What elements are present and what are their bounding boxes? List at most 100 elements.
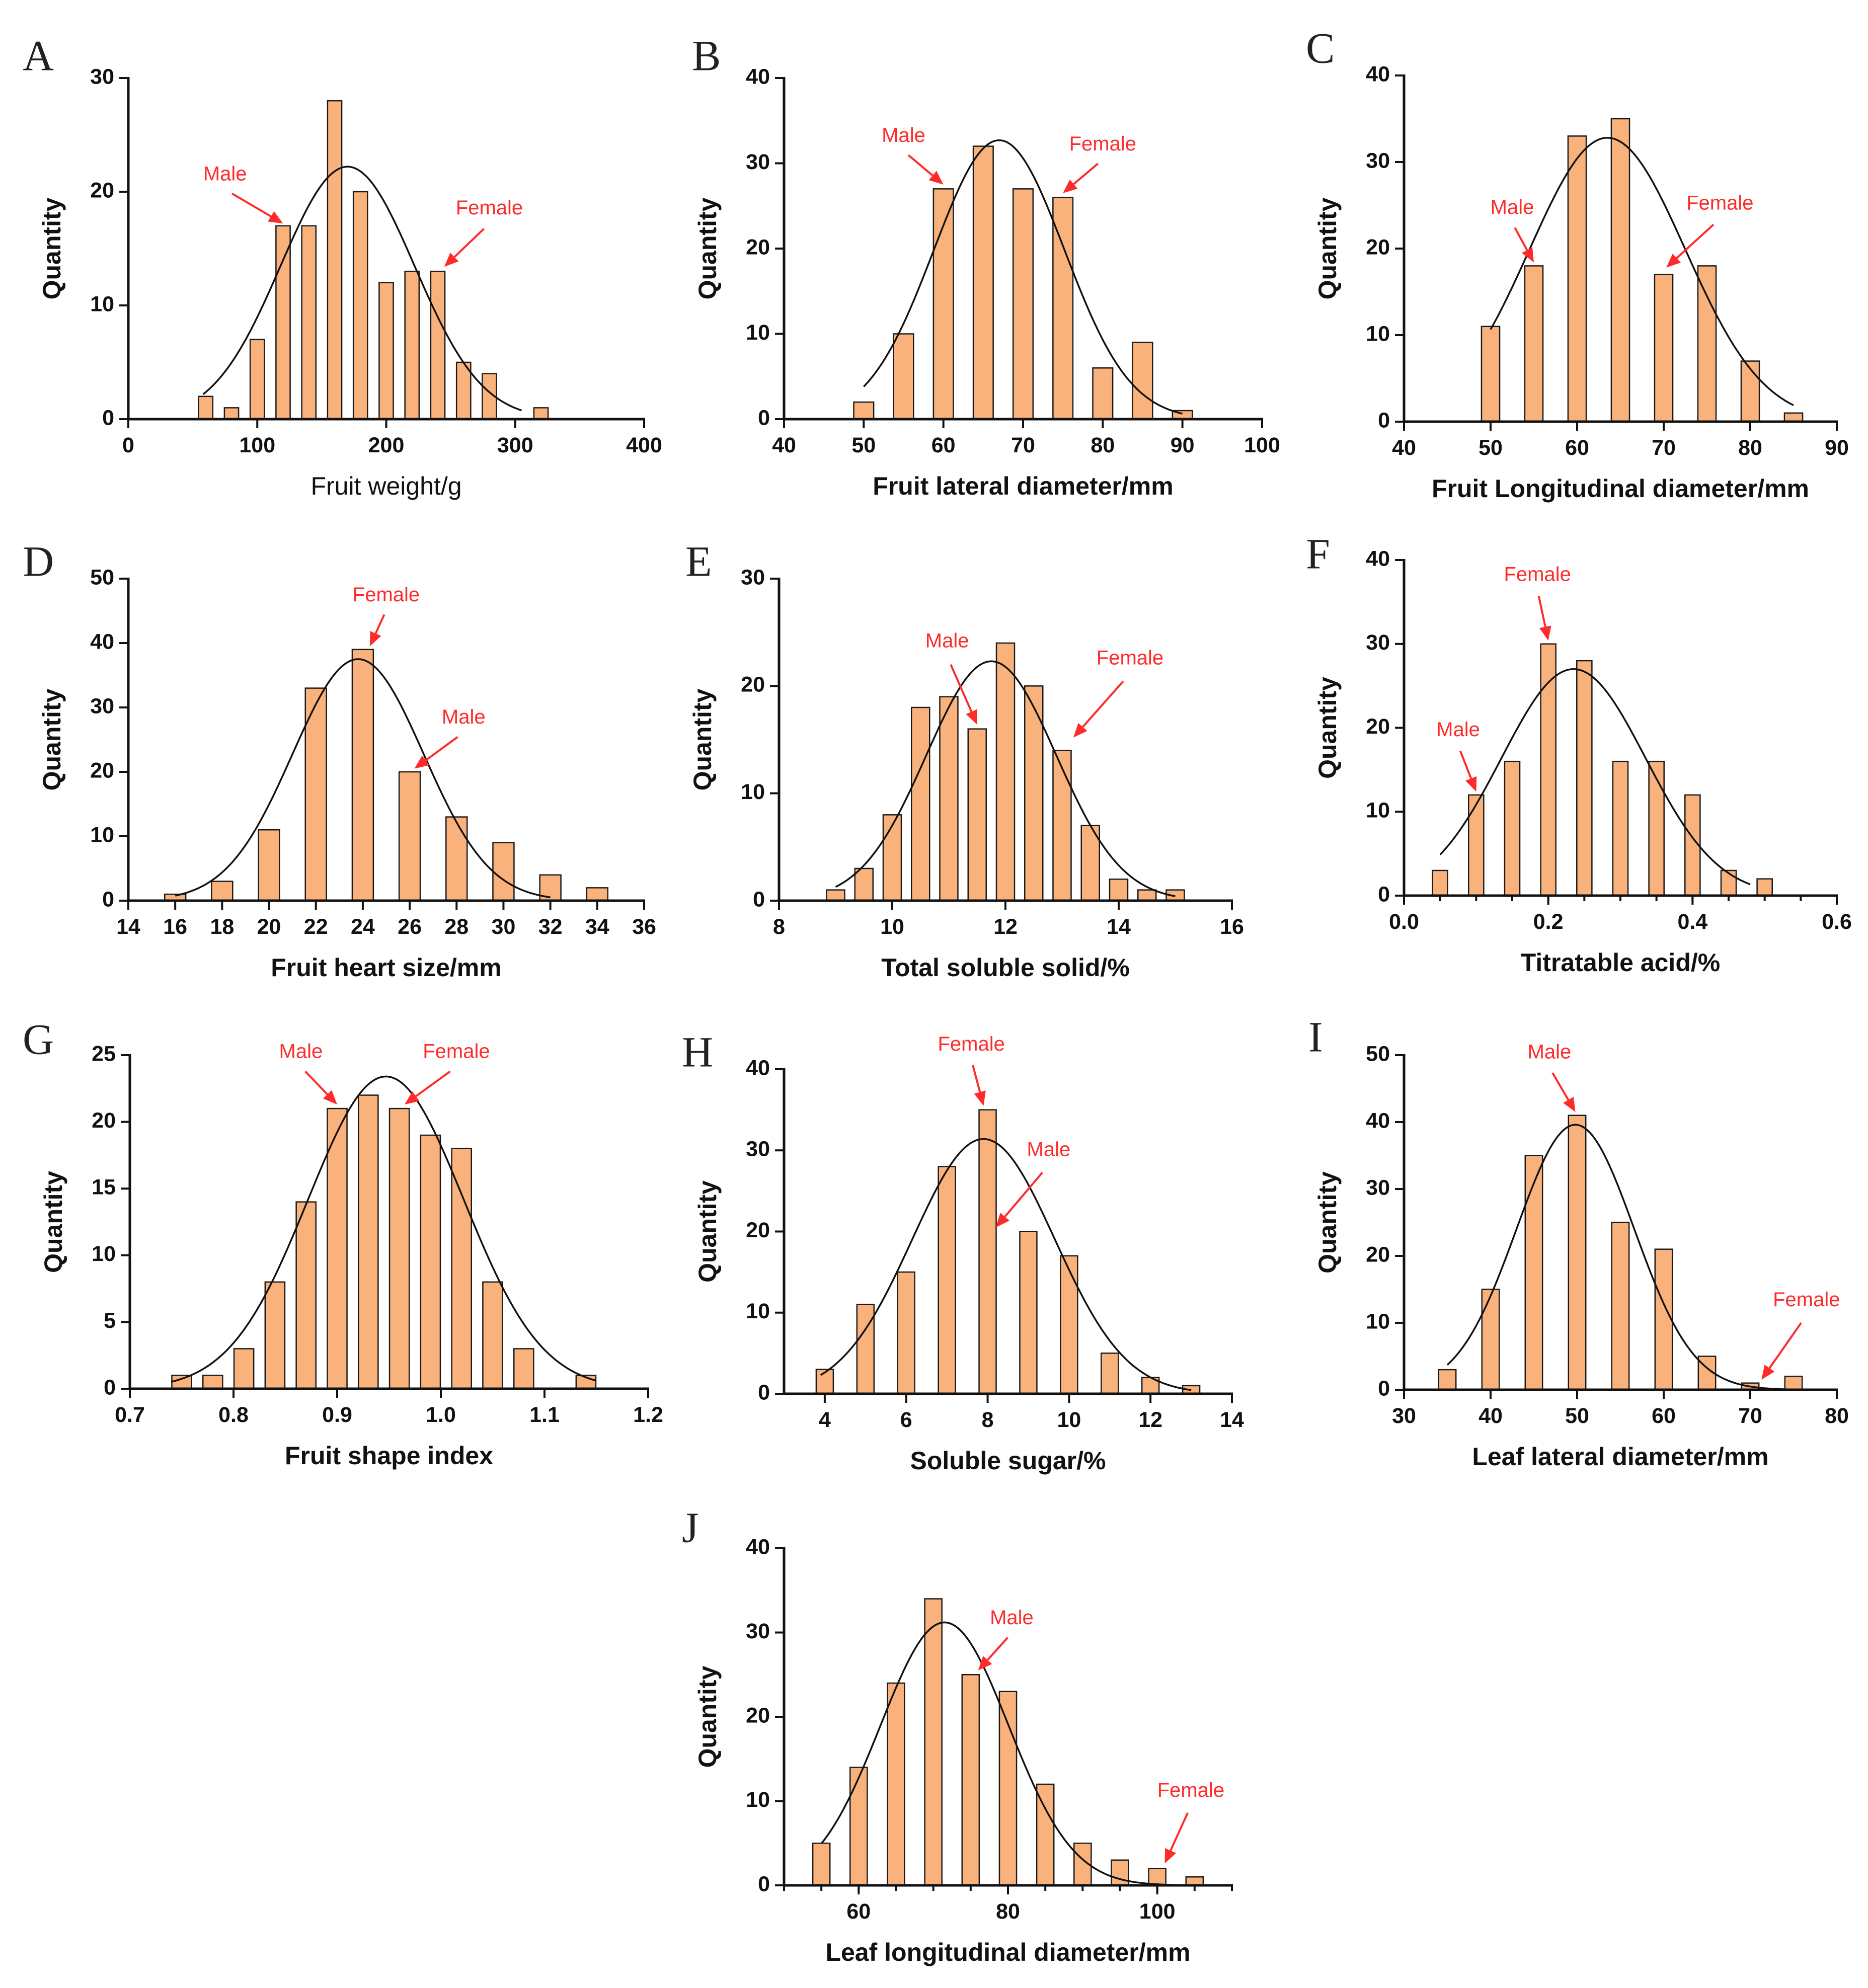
bar bbox=[1610, 118, 1630, 423]
bar bbox=[1137, 889, 1157, 902]
bar bbox=[1185, 1876, 1204, 1886]
bar bbox=[1132, 342, 1153, 420]
x-tick-label: 200 bbox=[368, 433, 405, 457]
annotation-male-label: Male bbox=[203, 163, 247, 185]
bar bbox=[1052, 197, 1074, 420]
y-tick-label: 0 bbox=[758, 406, 770, 430]
bar bbox=[533, 407, 549, 420]
annotation-arrow bbox=[1676, 223, 1715, 259]
x-tick-label: 30 bbox=[1392, 1404, 1416, 1428]
x-tick-label: 14 bbox=[1220, 1408, 1244, 1432]
annotation-arrowhead bbox=[1563, 1096, 1576, 1112]
bar bbox=[327, 1107, 348, 1390]
x-tick-label: 0.4 bbox=[1677, 910, 1707, 934]
annotation-male-label: Male bbox=[442, 706, 486, 728]
x-tick-label: 32 bbox=[538, 915, 563, 939]
annotation-arrow bbox=[1514, 227, 1528, 251]
x-tick-label: 28 bbox=[444, 915, 469, 939]
y-tick-label: 10 bbox=[90, 292, 114, 316]
y-tick-label: 0 bbox=[1378, 882, 1390, 906]
bar bbox=[1036, 1783, 1055, 1886]
x-tick-label: 60 bbox=[1652, 1404, 1676, 1428]
panel-letter: J bbox=[682, 1503, 698, 1552]
y-tick-label: 10 bbox=[746, 1299, 770, 1323]
x-tick-label: 16 bbox=[1220, 915, 1244, 939]
bar bbox=[911, 706, 930, 902]
y-axis-title: Quantity bbox=[39, 1171, 67, 1273]
annotation-arrow bbox=[972, 1065, 981, 1093]
y-axis-title: Quantity bbox=[1313, 677, 1342, 779]
annotation-male-label: Male bbox=[990, 1607, 1034, 1629]
bar bbox=[826, 889, 845, 902]
y-tick-label: 0 bbox=[758, 1872, 770, 1896]
bar bbox=[1654, 274, 1674, 423]
x-tick-label: 22 bbox=[304, 915, 328, 939]
y-tick-label: 40 bbox=[1366, 546, 1390, 571]
annotation-male-label: Male bbox=[279, 1040, 323, 1062]
x-tick-label: 34 bbox=[585, 915, 609, 939]
x-tick-label: 1.1 bbox=[529, 1403, 560, 1427]
bar bbox=[932, 188, 954, 420]
x-tick-label: 40 bbox=[772, 433, 796, 457]
bar bbox=[893, 333, 914, 420]
y-tick-label: 30 bbox=[1366, 630, 1390, 655]
chart-panel-c: C 0 10 20 30 40 40 50 60 70 80 90 Fruit Longitudinal… bbox=[1306, 24, 1849, 503]
annotation-arrowhead bbox=[1073, 723, 1087, 738]
y-tick-label: 40 bbox=[1366, 1108, 1390, 1133]
annotation-arrow bbox=[1537, 596, 1546, 627]
x-tick-label: 1.2 bbox=[633, 1403, 663, 1427]
y-tick-label: 10 bbox=[90, 823, 114, 847]
annotation-arrowhead bbox=[414, 755, 430, 769]
bar bbox=[978, 1109, 997, 1395]
y-tick-label: 25 bbox=[92, 1042, 116, 1066]
normal-fit-curve bbox=[175, 658, 551, 899]
annotation-male-label: Male bbox=[925, 630, 969, 652]
bar bbox=[198, 395, 214, 420]
annotation-female-label: Female bbox=[456, 197, 523, 219]
y-tick-label: 10 bbox=[741, 780, 765, 804]
x-tick-label: 0 bbox=[122, 433, 134, 457]
annotation-male-label: Male bbox=[1491, 196, 1534, 218]
bar bbox=[586, 887, 609, 902]
bar bbox=[924, 1598, 943, 1886]
y-tick-label: 40 bbox=[746, 1056, 770, 1080]
y-axis-title: Quantity bbox=[1313, 1171, 1342, 1274]
x-tick-label: 80 bbox=[996, 1899, 1020, 1924]
bar bbox=[1524, 1155, 1543, 1391]
bar bbox=[233, 1348, 255, 1390]
y-tick-label: 20 bbox=[1366, 235, 1390, 259]
bar bbox=[1092, 367, 1114, 420]
y-tick-label: 0 bbox=[753, 887, 765, 911]
chart-panel-f: F 0 10 20 30 40 0.0 0.2 0.4 0.6 Titratable acid/% Q… bbox=[1306, 530, 1852, 977]
annotation-arrowhead bbox=[1666, 254, 1681, 268]
x-tick-label: 70 bbox=[1011, 433, 1035, 457]
bar bbox=[972, 145, 994, 420]
annotation-arrow bbox=[986, 1637, 1008, 1661]
x-tick-label: 24 bbox=[351, 915, 375, 939]
bar bbox=[812, 1843, 831, 1886]
bar bbox=[258, 829, 280, 902]
bar bbox=[451, 1148, 473, 1390]
bar bbox=[223, 407, 240, 420]
x-axis-title: Fruit shape index bbox=[285, 1442, 493, 1470]
x-tick-label: 4 bbox=[819, 1408, 831, 1432]
bar bbox=[295, 1201, 317, 1390]
y-tick-label: 20 bbox=[90, 178, 114, 202]
annotation-arrowhead bbox=[369, 630, 381, 647]
annotation-arrow bbox=[231, 192, 272, 217]
y-axis-title: Quantity bbox=[693, 1180, 722, 1283]
x-tick-label: 12 bbox=[1138, 1408, 1162, 1432]
annotation-arrow bbox=[1459, 750, 1472, 779]
normal-fit-curve bbox=[835, 660, 1176, 897]
annotation-male-label: Male bbox=[1027, 1139, 1071, 1161]
y-axis-title: Quantity bbox=[693, 1665, 722, 1768]
bar bbox=[1012, 188, 1034, 420]
annotation-arrowhead bbox=[1522, 247, 1534, 263]
annotation-arrow bbox=[374, 614, 385, 634]
y-tick-label: 20 bbox=[92, 1108, 116, 1133]
bar bbox=[1612, 760, 1629, 897]
x-tick-label: 14 bbox=[1107, 915, 1131, 939]
x-tick-label: 100 bbox=[1139, 1899, 1176, 1924]
x-tick-label: 36 bbox=[632, 915, 656, 939]
bar bbox=[378, 282, 394, 420]
